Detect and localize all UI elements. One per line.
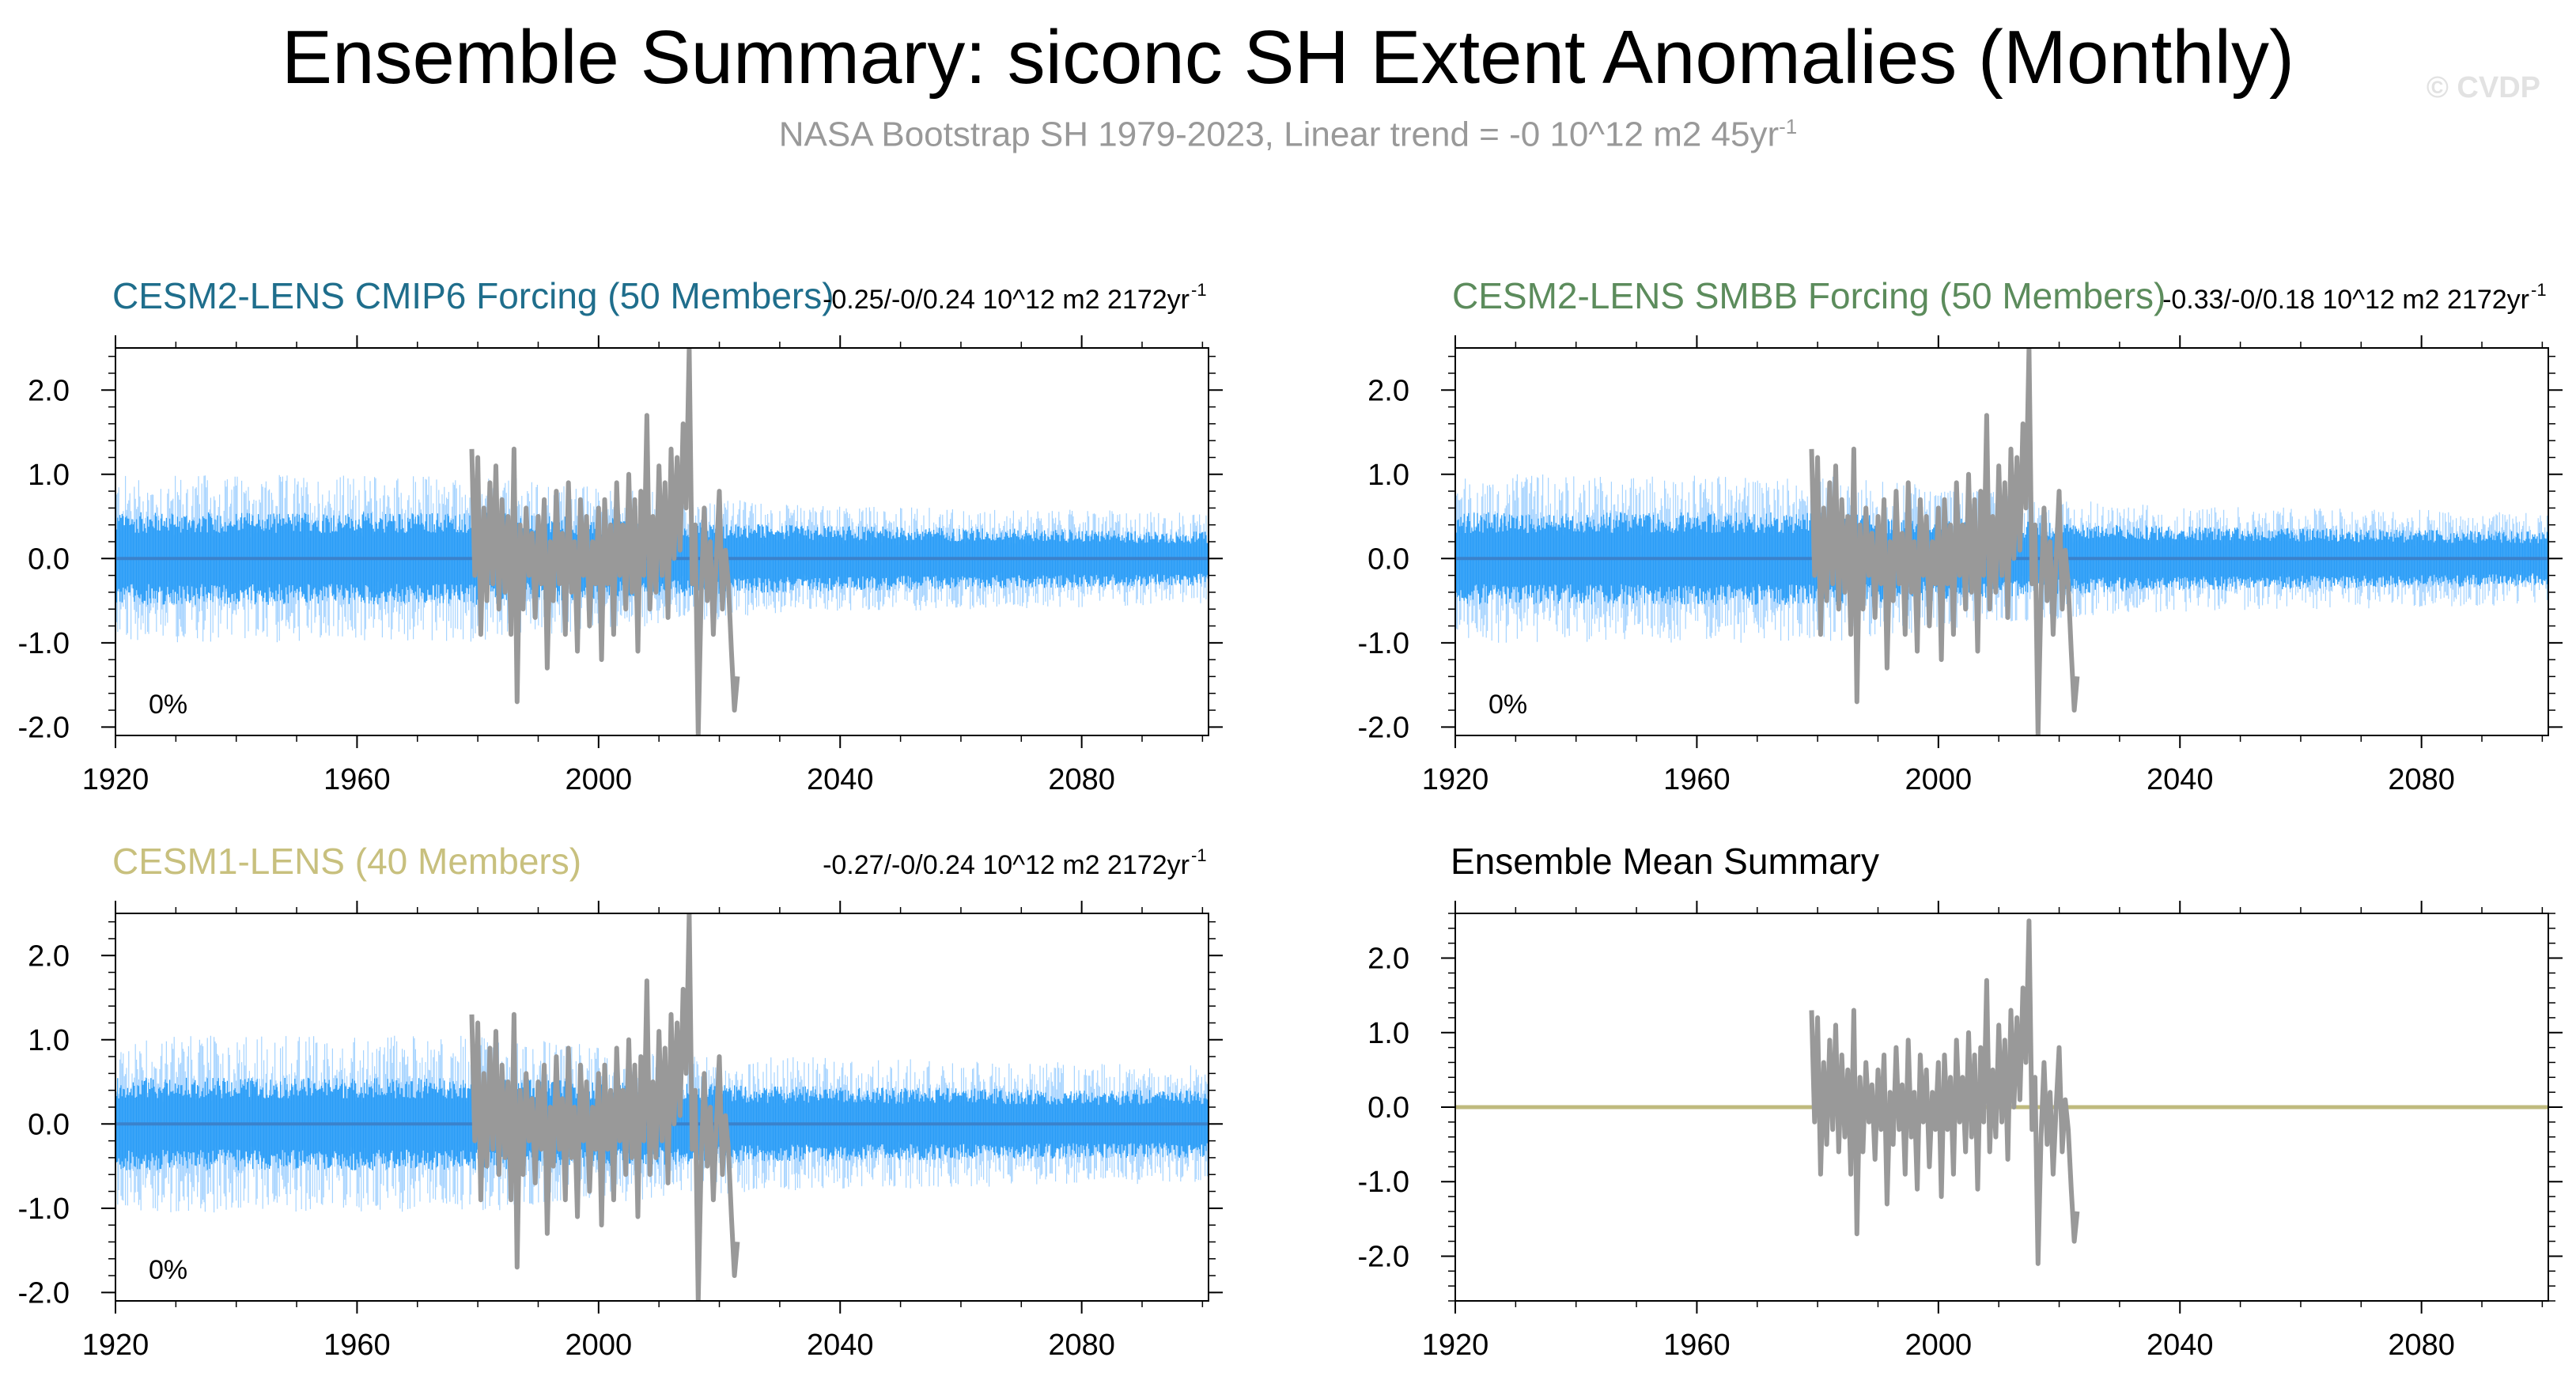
panel-3: 1920 1960 2000 2040 2080 2.0 1.0 0.0 -1.0 -2.0 CES… xyxy=(18,841,1223,1362)
y-tick-label-2.0: 2.0 xyxy=(28,939,70,973)
x-tick-label-2080: 2080 xyxy=(1048,1329,1115,1362)
x-tick-label-2000: 2000 xyxy=(1905,1329,1973,1362)
panel-trend: -0.25/-0/0.24 10^12 m2 2172yr xyxy=(823,285,1190,315)
x-tick-label-1960: 1960 xyxy=(1663,763,1731,796)
observed-series-line xyxy=(469,348,740,735)
y-tick-label--2.0: -2.0 xyxy=(18,711,70,744)
figure-title: Ensemble Summary: siconc SH Extent Anoma… xyxy=(282,15,2294,100)
x-tick-label-2080: 2080 xyxy=(1048,763,1115,796)
panel-trend-superscript: -1 xyxy=(2531,280,2547,300)
subtitle-text: NASA Bootstrap SH 1979-2023, Linear tren… xyxy=(778,115,1780,154)
observed-series-line xyxy=(469,913,740,1301)
x-tick-label-1920: 1920 xyxy=(1422,763,1489,796)
panel-trend-superscript: -1 xyxy=(1191,280,1207,300)
y-tick-label--1.0: -1.0 xyxy=(18,1193,70,1226)
percent-label: 0% xyxy=(149,1255,187,1285)
y-tick-label-2.0: 2.0 xyxy=(1367,374,1409,407)
y-tick-label-1.0: 1.0 xyxy=(1367,459,1409,492)
observed-series-line xyxy=(1809,348,2080,735)
x-tick-label-2040: 2040 xyxy=(807,1329,874,1362)
x-tick-label-1960: 1960 xyxy=(323,1329,391,1362)
y-tick-label--2.0: -2.0 xyxy=(1358,711,1409,744)
y-tick-label-1.0: 1.0 xyxy=(28,1024,70,1057)
y-tick-label-0.0: 0.0 xyxy=(1367,1091,1409,1125)
panel-4: 1920 1960 2000 2040 2080 2.0 1.0 0.0 -1.0 -2.0 Ens… xyxy=(1358,841,2563,1362)
panel-title: CESM2-LENS SMBB Forcing (50 Members) xyxy=(1452,275,2166,316)
y-tick-label-0.0: 0.0 xyxy=(28,1108,70,1141)
panel-title: CESM2-LENS CMIP6 Forcing (50 Members) xyxy=(112,275,834,316)
x-tick-label-1960: 1960 xyxy=(1663,1329,1731,1362)
panel-trend: -0.33/-0/0.18 10^12 m2 2172yr xyxy=(2162,285,2529,315)
panel-trend-superscript: -1 xyxy=(1191,845,1207,865)
panel-1: 1920 1960 2000 2040 2080 2.0 1.0 0.0 -1.0 -2.0 CES… xyxy=(18,275,1223,796)
x-tick-label-2040: 2040 xyxy=(2147,1329,2214,1362)
x-tick-label-1920: 1920 xyxy=(82,763,149,796)
y-tick-label--1.0: -1.0 xyxy=(18,627,70,660)
plot-area xyxy=(115,913,1209,1301)
x-tick-label-2040: 2040 xyxy=(2147,763,2214,796)
y-tick-label-0.0: 0.0 xyxy=(1367,542,1409,576)
panel-trend: -0.27/-0/0.24 10^12 m2 2172yr xyxy=(823,850,1190,880)
x-tick-label-1920: 1920 xyxy=(82,1329,149,1362)
y-tick-label--1.0: -1.0 xyxy=(1358,1166,1409,1199)
copyright-watermark: © CVDP xyxy=(2426,71,2540,104)
percent-label: 0% xyxy=(1488,690,1527,720)
y-tick-label--2.0: -2.0 xyxy=(18,1276,70,1310)
plot-area xyxy=(1455,918,2548,1266)
panel-title: Ensemble Mean Summary xyxy=(1451,841,1879,882)
x-tick-label-1960: 1960 xyxy=(323,763,391,796)
x-tick-label-2000: 2000 xyxy=(566,1329,633,1362)
figure-subtitle: NASA Bootstrap SH 1979-2023, Linear tren… xyxy=(0,103,2576,159)
x-tick-label-2000: 2000 xyxy=(566,763,633,796)
y-tick-label--1.0: -1.0 xyxy=(1358,627,1409,660)
y-tick-label-2.0: 2.0 xyxy=(28,374,70,407)
panel-2: 1920 1960 2000 2040 2080 2.0 1.0 0.0 -1.0 -2.0 CES… xyxy=(1358,275,2563,796)
y-tick-label-1.0: 1.0 xyxy=(28,459,70,492)
plot-area xyxy=(1455,348,2548,735)
x-tick-label-2000: 2000 xyxy=(1905,763,1973,796)
subtitle-superscript: -1 xyxy=(1779,115,1798,138)
y-tick-label--2.0: -2.0 xyxy=(1358,1240,1409,1273)
x-tick-label-2080: 2080 xyxy=(2388,763,2455,796)
panel-title: CESM1-LENS (40 Members) xyxy=(112,841,581,882)
x-tick-label-1920: 1920 xyxy=(1422,1329,1489,1362)
x-tick-label-2040: 2040 xyxy=(807,763,874,796)
y-tick-label-1.0: 1.0 xyxy=(1367,1017,1409,1050)
percent-label: 0% xyxy=(149,690,187,720)
observed-series-line xyxy=(1809,918,2080,1266)
plot-area xyxy=(115,348,1209,735)
x-tick-label-2080: 2080 xyxy=(2388,1329,2455,1362)
y-tick-label-0.0: 0.0 xyxy=(28,542,70,576)
y-tick-label-2.0: 2.0 xyxy=(1367,943,1409,976)
